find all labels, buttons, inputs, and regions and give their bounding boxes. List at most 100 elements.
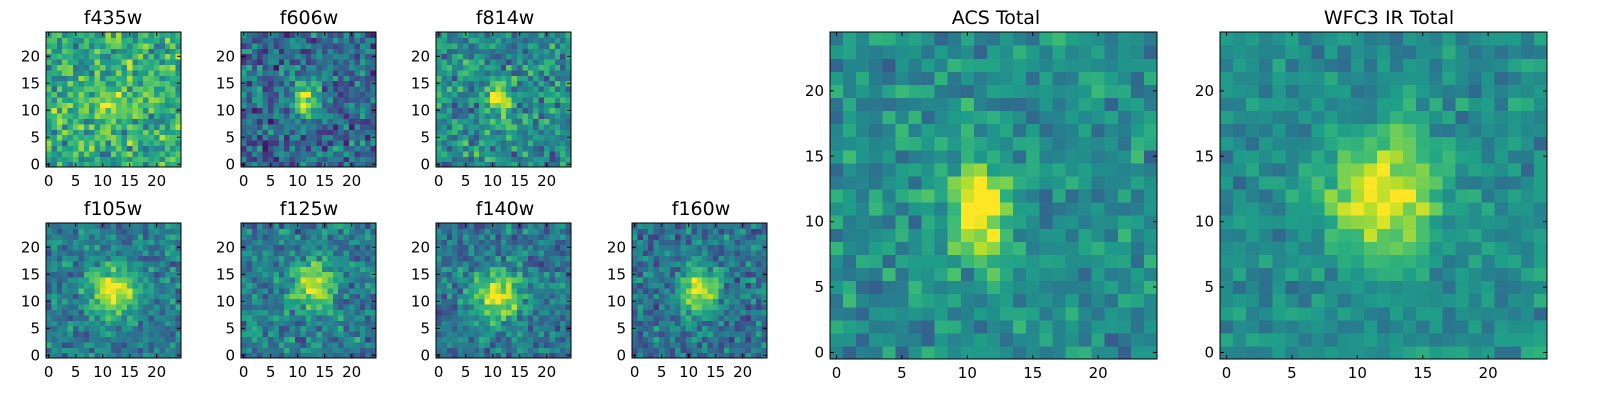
heatmap-cell [452,250,459,256]
heatmap-cell [148,156,155,163]
heatmap-cell [729,309,736,316]
heatmap-cell [729,287,736,294]
heatmap-cell [305,352,312,359]
heatmap-cell [316,352,323,359]
heatmap-cell [463,271,469,278]
heatmap-cell [137,75,144,82]
heatmap-cell [522,75,529,82]
heatmap-cell [479,228,486,235]
heatmap-cell [268,96,274,103]
heatmap-cell [354,228,361,235]
heatmap-cell [273,53,280,60]
heatmap-cell [246,161,253,168]
heatmap-cell [56,239,63,246]
heatmap-cell [680,233,687,240]
heatmap-cell [78,314,85,321]
heatmap-cell [686,266,692,273]
heatmap-cell [284,86,291,92]
heatmap-cell [295,293,301,300]
heatmap-cell [89,150,96,157]
heatmap-cell [707,304,714,310]
heatmap-cell [154,255,160,262]
heatmap-cell [830,188,844,203]
heatmap-cell [89,309,96,316]
heatmap-cell [284,48,291,55]
heatmap-cell [1026,332,1040,347]
heatmap-cell [637,309,644,316]
heatmap-cell [856,280,870,295]
heatmap-cell [170,320,177,327]
heatmap-cell [257,331,264,337]
heatmap-cell [468,32,475,38]
heatmap-cell [517,347,523,354]
heatmap-cell [479,53,486,60]
heatmap-cell [251,320,258,327]
heatmap-cell [51,145,58,152]
heatmap-cell [506,118,513,125]
heatmap-cell [533,134,540,141]
heatmap-cell [713,293,719,300]
heatmap-cell [143,64,150,71]
heatmap-cell [332,244,339,251]
heatmap-cell [473,347,480,354]
heatmap-cell [1143,254,1158,269]
heatmap-cell [463,48,469,55]
heatmap-cell [132,266,139,273]
heatmap-cell [511,271,518,278]
heatmap-cell [137,309,144,316]
heatmap-cell [137,161,144,168]
heatmap-cell [154,287,160,294]
heatmap-cell [632,304,638,310]
heatmap-cell [359,59,366,65]
heatmap-cell [137,80,144,87]
heatmap-cell [56,250,63,256]
heatmap-cell [359,250,366,256]
heatmap-cell [490,107,496,114]
heatmap-cell [648,331,655,337]
heatmap-cell [713,325,719,332]
heatmap-cell [110,244,117,251]
heatmap-cell [1143,241,1158,255]
heatmap-cell [343,91,350,98]
heatmap-cell [473,298,480,305]
heatmap-cell [175,69,182,76]
heatmap-cell [479,352,486,359]
heatmap-cell [170,352,177,359]
heatmap-cell [56,75,63,82]
heatmap-cell [522,86,529,92]
heatmap-cell [691,309,698,316]
heatmap-cell [463,304,469,310]
heatmap-cell [452,75,459,82]
heatmap-cell [495,298,502,305]
heatmap-cell [100,341,106,348]
heatmap-cell [289,266,296,273]
heatmap-cell [506,282,513,289]
heatmap-cell [370,277,377,283]
heatmap-cell [295,107,301,114]
heatmap-cell [554,113,561,119]
heatmap-cell [295,304,301,310]
heatmap-cell [856,319,870,334]
x-tick-label: 10 [679,363,698,381]
heatmap-cell [311,107,318,114]
heatmap-cell [479,80,486,87]
heatmap-cell [332,69,339,76]
heatmap-cell [246,150,253,157]
heatmap-cell [527,250,534,256]
heatmap-cell [527,244,534,251]
heatmap-cell [680,352,687,359]
heatmap-cell [702,304,709,310]
heatmap-cell [947,188,962,203]
heatmap-cell [132,140,139,146]
y-tick-label: 10 [411,292,430,310]
heatmap-cell [691,239,698,246]
heatmap-cell [110,341,117,348]
heatmap-cell [170,287,177,294]
heatmap-cell [506,277,513,283]
heatmap-cell [46,228,52,235]
heatmap-cell [121,298,128,305]
heatmap-cell [565,282,572,289]
heatmap-cell [100,59,106,65]
heatmap-cell [338,298,345,305]
heatmap-cell [78,293,85,300]
